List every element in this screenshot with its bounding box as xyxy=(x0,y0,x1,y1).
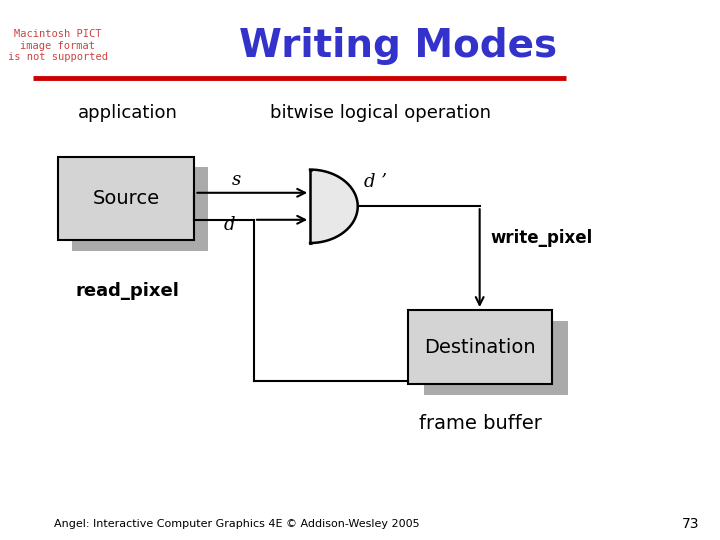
Text: Angel: Interactive Computer Graphics 4E © Addison-Wesley 2005: Angel: Interactive Computer Graphics 4E … xyxy=(54,519,420,529)
Text: bitwise logical operation: bitwise logical operation xyxy=(270,104,490,123)
Text: s: s xyxy=(232,171,241,190)
Polygon shape xyxy=(310,170,358,243)
Text: Macintosh PICT
image format
is not supported: Macintosh PICT image format is not suppo… xyxy=(8,29,108,63)
Text: Writing Modes: Writing Modes xyxy=(238,27,557,65)
Text: application: application xyxy=(78,104,178,123)
FancyBboxPatch shape xyxy=(72,167,209,251)
Text: d ’: d ’ xyxy=(364,173,387,191)
Text: 73: 73 xyxy=(681,517,699,531)
FancyBboxPatch shape xyxy=(58,157,194,240)
Text: Source: Source xyxy=(93,189,160,208)
Text: frame buffer: frame buffer xyxy=(419,414,542,434)
Text: write_pixel: write_pixel xyxy=(490,228,593,247)
Text: read_pixel: read_pixel xyxy=(76,281,180,300)
Text: Destination: Destination xyxy=(425,338,536,357)
FancyBboxPatch shape xyxy=(408,310,552,384)
Text: d: d xyxy=(224,216,235,234)
FancyBboxPatch shape xyxy=(424,321,568,395)
